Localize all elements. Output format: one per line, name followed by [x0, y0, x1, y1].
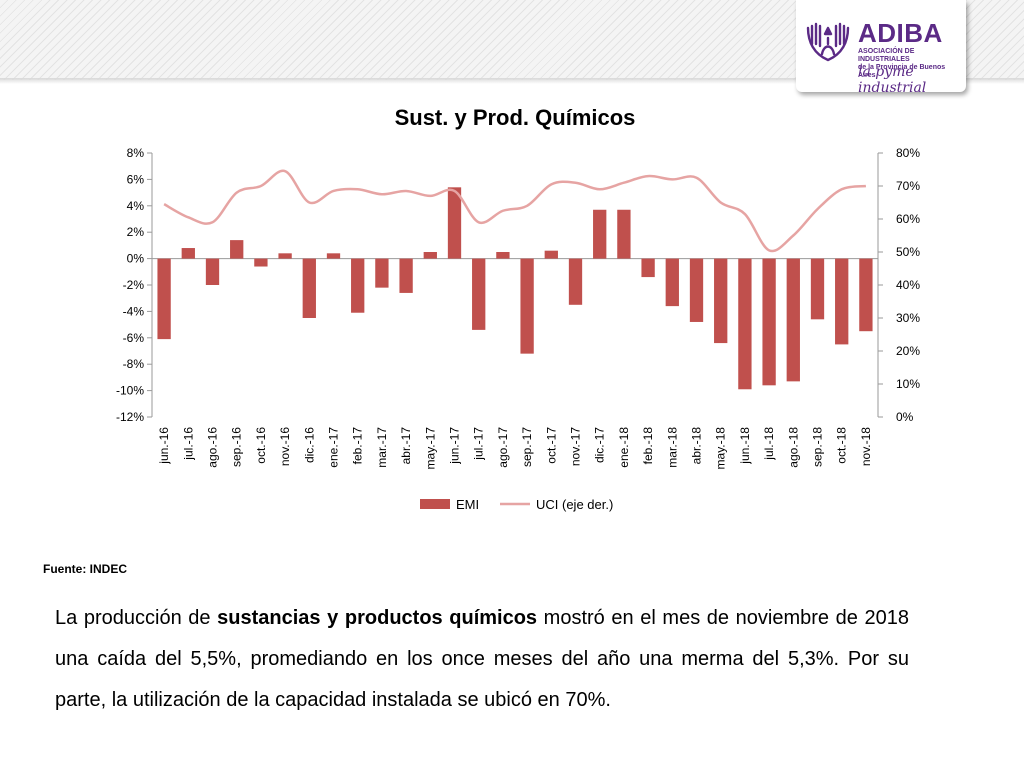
left-tick-label: -4% [123, 304, 145, 318]
emi-bar [786, 258, 800, 382]
right-tick-label: 50% [896, 245, 920, 259]
emi-bar [617, 209, 631, 259]
right-tick-label: 0% [896, 410, 914, 424]
category-label: ago.-16 [206, 427, 220, 468]
emi-bar [230, 240, 244, 259]
emi-bar [423, 252, 437, 259]
right-tick-label: 60% [896, 212, 920, 226]
logo-tagline: la pyme industrial [858, 64, 927, 96]
category-label: nov.-18 [859, 427, 873, 466]
category-label: ene.-18 [617, 427, 631, 468]
category-label: nov.-16 [278, 427, 292, 466]
emi-bar [496, 252, 510, 259]
category-label: jul.-17 [472, 427, 486, 461]
legend-uci-label: UCI (eje der.) [536, 497, 613, 512]
emi-bar [520, 258, 534, 354]
right-tick-label: 20% [896, 344, 920, 358]
header-band-shadow [0, 78, 1024, 84]
emi-bar [835, 258, 849, 345]
category-label: oct.-16 [254, 427, 268, 464]
chemicals-chart: Sust. y Prod. Químicos 8% 6% 4% 2% 0% -2% -4% -6… [116, 105, 920, 512]
emi-bar [351, 258, 365, 313]
emi-bar [689, 258, 704, 322]
left-tick-label: 0% [127, 252, 145, 266]
category-label: ago.-18 [786, 427, 800, 468]
category-label: sep.-17 [520, 427, 534, 467]
emi-bar [278, 253, 292, 259]
category-label: may.-18 [714, 427, 728, 470]
emi-bar [762, 258, 776, 386]
emi-bar [714, 258, 728, 344]
emi-bar [568, 258, 583, 305]
category-label: feb.-17 [351, 427, 365, 465]
emi-bar [738, 258, 752, 390]
uci-line [163, 169, 867, 253]
legend-emi-swatch [420, 499, 450, 509]
emi-bar [205, 258, 220, 285]
left-tick-label: -8% [123, 357, 145, 371]
emi-bar [810, 258, 825, 320]
logo-subtitle: ASOCIACIÓN DE INDUSTRIALES de la Provinc… [858, 48, 962, 80]
emi-bar [302, 258, 316, 318]
emi-bar [859, 258, 873, 332]
category-label: mar.-18 [665, 427, 679, 468]
left-tick-label: 4% [127, 199, 145, 213]
emi-bar [593, 209, 607, 259]
category-label: jun.-16 [157, 427, 171, 465]
emi-bar [447, 187, 462, 259]
category-label: jul.-18 [762, 427, 776, 461]
category-label: oct.-17 [544, 427, 558, 464]
category-label: oct.-18 [835, 427, 849, 464]
emi-bar [472, 258, 486, 330]
summary-paragraph: La producción de sustancias y productos … [55, 598, 909, 721]
left-tick-label: -2% [123, 278, 145, 292]
left-tick-label: -10% [116, 384, 144, 398]
legend-emi-label: EMI [456, 497, 479, 512]
category-label: jun.-18 [738, 427, 752, 465]
logo-subtitle-line1: ASOCIACIÓN DE INDUSTRIALES [858, 48, 915, 63]
logo-subtitle-line2: de la Provincia de Buenos Aires [858, 64, 946, 79]
category-label: sep.-16 [230, 427, 244, 467]
left-tick-label: 2% [127, 225, 145, 239]
category-label: jul.-16 [181, 427, 195, 461]
emi-bar [544, 250, 558, 259]
right-tick-label: 40% [896, 278, 920, 292]
right-tick-label: 30% [896, 311, 920, 325]
summary-highlight: sustancias y productos químicos [217, 607, 538, 629]
summary-text-2: mostró en el mes de noviembre de 2018 un… [55, 607, 909, 711]
category-label: abr.-17 [399, 427, 413, 465]
left-tick-label: 6% [127, 172, 145, 186]
emi-bar [157, 258, 171, 340]
logo-name: ADIBA [858, 18, 943, 48]
category-label: abr.-18 [690, 427, 704, 465]
emi-bar [254, 258, 268, 267]
adiba-logo: ADIBA ASOCIACIÓN DE INDUSTRIALES de la P… [796, 0, 966, 96]
emi-bar [399, 258, 413, 293]
left-tick-label: -6% [123, 331, 145, 345]
right-tick-label: 70% [896, 179, 920, 193]
category-label: may.-17 [423, 427, 437, 470]
category-label: dic.-16 [302, 427, 316, 463]
category-label: feb.-18 [641, 427, 655, 465]
emi-bar [665, 258, 679, 307]
right-tick-label: 10% [896, 377, 920, 391]
right-tick-label: 80% [896, 146, 920, 160]
left-tick-label: -12% [116, 410, 144, 424]
left-tick-label: 8% [127, 146, 145, 160]
source-note: Fuente: INDEC [43, 562, 127, 576]
category-label: mar.-17 [375, 427, 389, 468]
category-label: jun.-17 [448, 427, 462, 465]
chart-title: Sust. y Prod. Químicos [395, 105, 636, 130]
emi-bar [181, 248, 195, 259]
category-label: sep.-18 [811, 427, 825, 467]
summary-text-1: La producción de [55, 607, 218, 629]
category-label: ago.-17 [496, 427, 510, 468]
emi-bar [326, 253, 341, 259]
emi-bar [641, 258, 655, 278]
category-label: nov.-17 [569, 427, 583, 466]
category-label: dic.-17 [593, 427, 607, 463]
hands-emblem-icon [806, 22, 850, 62]
emi-bar [375, 258, 389, 288]
category-label: ene.-17 [327, 427, 341, 468]
